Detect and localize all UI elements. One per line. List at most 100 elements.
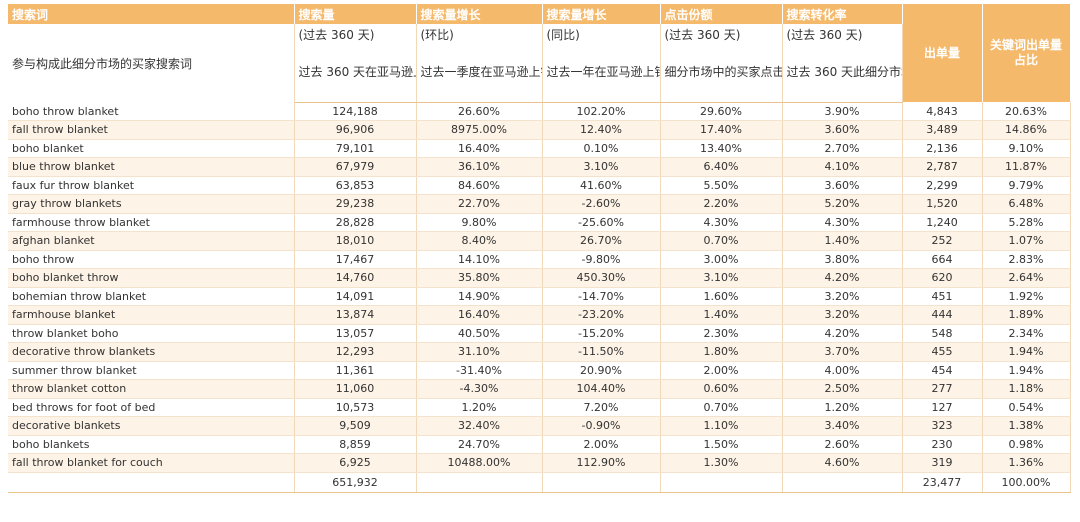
header-period-click: (过去 360 天) xyxy=(660,24,783,44)
cell-growth-yoy: -0.90% xyxy=(542,416,661,436)
cell-orders: 127 xyxy=(902,398,983,417)
cell-click-share: 5.50% xyxy=(660,176,783,195)
cell-orders: 1,520 xyxy=(902,194,983,214)
cell-growth-qoq: 14.10% xyxy=(416,250,543,269)
table-row: boho blanket 79,101 16.40% 0.10% 13.40% 2.70%… xyxy=(8,139,1071,158)
header-growth-yoy: 搜索量增长 xyxy=(542,4,661,24)
cell-orders: 1,240 xyxy=(902,213,983,232)
cell-click-share: 0.60% xyxy=(660,379,783,399)
header-desc-conversion: 过去 360 天此细分市场中商品的购买量 xyxy=(782,44,903,103)
cell-order-share: 6.48% xyxy=(982,194,1071,214)
cell-growth-yoy: -15.20% xyxy=(542,324,661,343)
header-click-share: 点击份额 xyxy=(660,4,783,24)
cell-conversion-rate: 3.20% xyxy=(782,305,903,325)
cell-click-share: 1.10% xyxy=(660,416,783,436)
cell-growth-yoy: 41.60% xyxy=(542,176,661,195)
table-row: farmhouse blanket 13,874 16.40% -23.20% 1.40… xyxy=(8,305,1071,325)
cell-conversion-rate: 1.20% xyxy=(782,398,903,417)
table-row: boho blankets 8,859 24.70% 2.00% 1.50% 2.60% 2… xyxy=(8,435,1071,454)
cell-search-volume: 124,188 xyxy=(294,102,417,121)
cell-orders: 664 xyxy=(902,250,983,269)
cell-growth-qoq: 8975.00% xyxy=(416,120,543,140)
cell-growth-qoq: 22.70% xyxy=(416,194,543,214)
cell-growth-yoy: 102.20% xyxy=(542,102,661,121)
cell-growth-yoy: 450.30% xyxy=(542,268,661,288)
cell-order-share: 2.83% xyxy=(982,250,1071,269)
header-search-term: 搜索词 xyxy=(8,4,295,24)
cell-growth-yoy: 3.10% xyxy=(542,157,661,177)
header-search-term-desc: 参与构成此细分市场的买家搜索词 xyxy=(8,24,295,102)
cell-growth-qoq: -4.30% xyxy=(416,379,543,399)
cell-growth-yoy: 0.10% xyxy=(542,139,661,158)
cell-search-volume: 8,859 xyxy=(294,435,417,454)
cell-growth-yoy: 112.90% xyxy=(542,453,661,473)
cell-orders: 2,136 xyxy=(902,139,983,158)
cell-click-share: 2.00% xyxy=(660,361,783,380)
cell-growth-qoq: -31.40% xyxy=(416,361,543,380)
header-order-share: 关键词出单量占比 xyxy=(982,4,1071,102)
header-row-descriptions: 过去 360 天在亚马逊上针对此细分市场输入的搜索总数 过去一季度在亚马逊上针对… xyxy=(8,44,1070,103)
cell-growth-qoq: 10488.00% xyxy=(416,453,543,473)
cell-search-volume: 11,060 xyxy=(294,379,417,399)
cell-search-volume: 12,293 xyxy=(294,342,417,362)
total-orders: 23,477 xyxy=(902,472,983,493)
cell-growth-yoy: 26.70% xyxy=(542,231,661,251)
cell-orders: 2,299 xyxy=(902,176,983,195)
cell-click-share: 29.60% xyxy=(660,102,783,121)
cell-conversion-rate: 4.00% xyxy=(782,361,903,380)
cell-conversion-rate: 2.70% xyxy=(782,139,903,158)
keyword-table: 搜索词 搜索量 搜索量增长 搜索量增长 点击份额 搜索转化率 出单量 关键词出单… xyxy=(8,4,1071,493)
cell-order-share: 1.94% xyxy=(982,361,1071,380)
cell-click-share: 17.40% xyxy=(660,120,783,140)
cell-click-share: 2.30% xyxy=(660,324,783,343)
cell-growth-yoy: -11.50% xyxy=(542,342,661,362)
cell-growth-qoq: 36.10% xyxy=(416,157,543,177)
cell-keyword: decorative blankets xyxy=(8,416,295,436)
cell-growth-qoq: 8.40% xyxy=(416,231,543,251)
cell-conversion-rate: 4.20% xyxy=(782,268,903,288)
cell-order-share: 0.54% xyxy=(982,398,1071,417)
cell-keyword: faux fur throw blanket xyxy=(8,176,295,195)
cell-conversion-rate: 5.20% xyxy=(782,194,903,214)
cell-orders: 620 xyxy=(902,268,983,288)
cell-order-share: 11.87% xyxy=(982,157,1071,177)
cell-growth-qoq: 9.80% xyxy=(416,213,543,232)
cell-conversion-rate: 4.10% xyxy=(782,157,903,177)
cell-order-share: 1.18% xyxy=(982,379,1071,399)
cell-keyword: boho blankets xyxy=(8,435,295,454)
header-desc-click: 细分市场中的买家点击量百分比 xyxy=(660,44,783,103)
cell-orders: 2,787 xyxy=(902,157,983,177)
cell-orders: 323 xyxy=(902,416,983,436)
cell-conversion-rate: 3.90% xyxy=(782,102,903,121)
header-row-titles: 搜索词 搜索量 搜索量增长 搜索量增长 点击份额 搜索转化率 出单量 关键词出单… xyxy=(8,4,1071,102)
cell-keyword: boho throw xyxy=(8,250,295,269)
header-conversion-rate: 搜索转化率 xyxy=(782,4,903,24)
cell-search-volume: 63,853 xyxy=(294,176,417,195)
cell-orders: 451 xyxy=(902,287,983,306)
total-empty-yoy xyxy=(542,472,661,493)
table-row: boho throw blanket 124,188 26.60% 102.20% 29… xyxy=(8,102,1071,121)
cell-search-volume: 14,760 xyxy=(294,268,417,288)
cell-search-volume: 96,906 xyxy=(294,120,417,140)
cell-order-share: 1.92% xyxy=(982,287,1071,306)
table-row: fall throw blanket for couch 6,925 10488.0… xyxy=(8,453,1071,473)
cell-growth-yoy: 12.40% xyxy=(542,120,661,140)
cell-orders: 548 xyxy=(902,324,983,343)
cell-order-share: 2.34% xyxy=(982,324,1071,343)
cell-keyword: bohemian throw blanket xyxy=(8,287,295,306)
cell-growth-qoq: 14.90% xyxy=(416,287,543,306)
cell-keyword: boho throw blanket xyxy=(8,102,295,121)
cell-search-volume: 14,091 xyxy=(294,287,417,306)
total-empty-conversion xyxy=(782,472,903,493)
cell-conversion-rate: 3.20% xyxy=(782,287,903,306)
header-growth-qoq: 搜索量增长 xyxy=(416,4,543,24)
cell-orders: 252 xyxy=(902,231,983,251)
cell-conversion-rate: 2.50% xyxy=(782,379,903,399)
cell-growth-qoq: 32.40% xyxy=(416,416,543,436)
cell-order-share: 1.89% xyxy=(982,305,1071,325)
cell-orders: 319 xyxy=(902,453,983,473)
cell-click-share: 3.00% xyxy=(660,250,783,269)
cell-keyword: summer throw blanket xyxy=(8,361,295,380)
header-period-qoq: (环比) xyxy=(416,24,543,44)
cell-keyword: afghan blanket xyxy=(8,231,295,251)
